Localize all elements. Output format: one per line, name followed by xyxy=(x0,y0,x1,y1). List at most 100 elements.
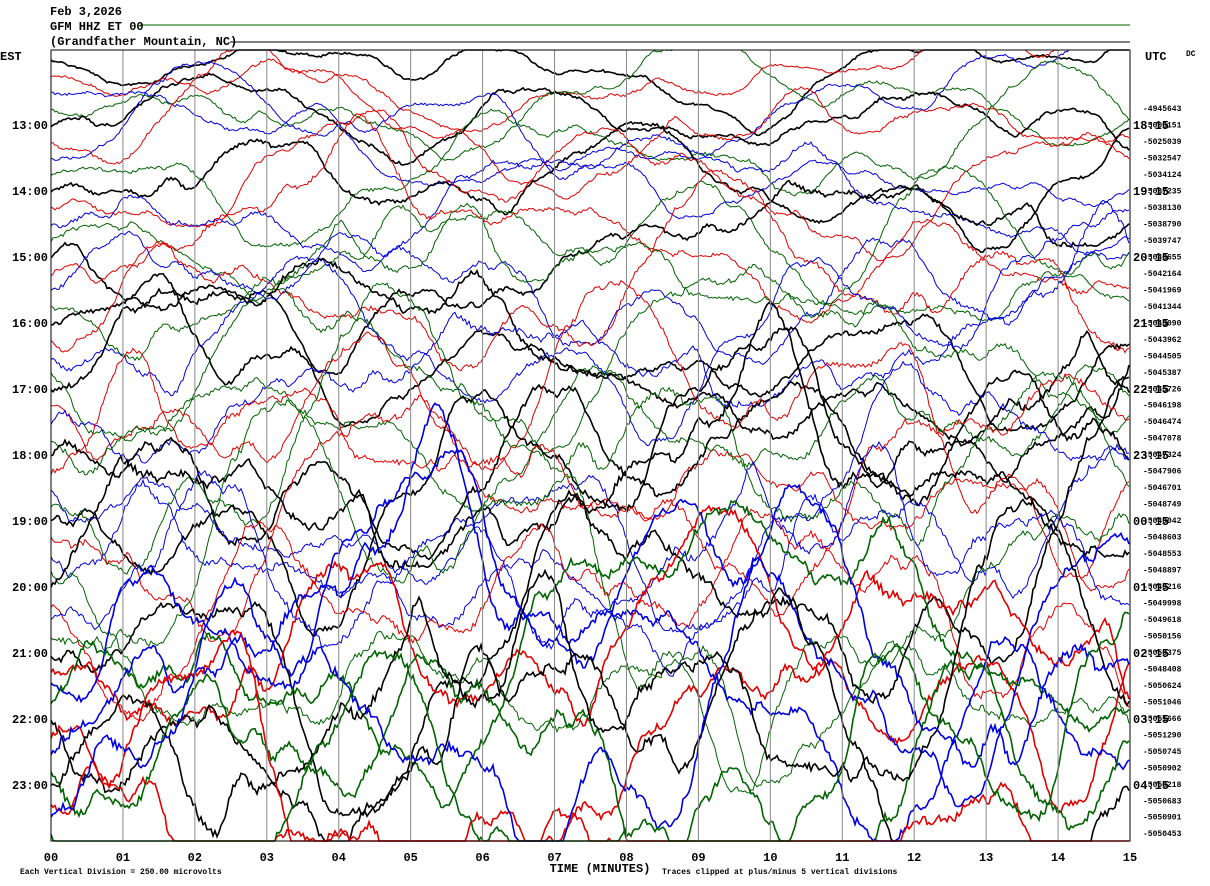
minute-label: 12 xyxy=(907,851,921,865)
left-label: EST xyxy=(0,50,22,64)
clip-note: Traces clipped at plus/minus 5 vertical … xyxy=(662,868,897,877)
est-time: 20:00 xyxy=(12,581,48,595)
trace xyxy=(50,49,1130,200)
trace xyxy=(50,329,1130,561)
dc-label: DC xyxy=(1186,50,1196,59)
minute-label: 08 xyxy=(619,851,633,865)
dc-offset: -5050902 xyxy=(1143,764,1182,773)
est-time: 17:00 xyxy=(12,383,48,397)
dc-offset: -5047906 xyxy=(1143,468,1182,477)
dc-offset: -5047324 xyxy=(1143,451,1182,460)
minute-label: 07 xyxy=(547,851,561,865)
trace xyxy=(50,508,1130,722)
trace xyxy=(50,180,1130,323)
dc-offset: -5050375 xyxy=(1143,649,1182,658)
location: (Grandfather Mountain, NC) xyxy=(50,35,237,49)
dc-offset: -5048603 xyxy=(1143,534,1182,543)
dc-offset: -4945643 xyxy=(1143,105,1182,114)
station: GFM HHZ ET 00 xyxy=(50,20,144,34)
trace xyxy=(50,399,1130,788)
trace xyxy=(50,301,1130,588)
trace xyxy=(50,499,1130,809)
utc-time: 21:15 xyxy=(1133,317,1169,331)
dc-offset: -5037235 xyxy=(1143,188,1182,197)
dc-offset: -5050683 xyxy=(1143,797,1182,806)
utc-time: 04:15 xyxy=(1133,779,1169,793)
trace xyxy=(50,375,1130,818)
est-time: 18:00 xyxy=(12,449,48,463)
trace xyxy=(50,169,1130,372)
dc-offset: -5048749 xyxy=(1143,501,1182,510)
dc-offset: -5048897 xyxy=(1143,567,1182,576)
dc-offset: -5045387 xyxy=(1143,369,1182,378)
dc-offset: -5050745 xyxy=(1143,748,1182,757)
utc-time: 20:15 xyxy=(1133,251,1169,265)
dc-offset: -5046198 xyxy=(1143,402,1182,411)
trace xyxy=(50,263,1130,454)
est-time: 22:00 xyxy=(12,713,48,727)
dc-offset: -5040655 xyxy=(1143,253,1182,262)
minute-label: 15 xyxy=(1123,851,1137,865)
trace xyxy=(50,360,1130,633)
utc-time: 23:15 xyxy=(1133,449,1169,463)
trace xyxy=(50,279,1130,592)
utc-time: 01:15 xyxy=(1133,581,1169,595)
trace xyxy=(50,364,1130,513)
est-time: 13:00 xyxy=(12,119,48,133)
dc-offset: -5047078 xyxy=(1143,435,1182,444)
minute-label: 09 xyxy=(691,851,705,865)
trace xyxy=(50,441,1130,650)
trace xyxy=(50,326,1130,638)
dc-offset: -5041969 xyxy=(1143,286,1182,295)
dc-offset: -5032547 xyxy=(1143,155,1182,164)
minute-label: 04 xyxy=(332,851,346,865)
dc-offset: -5041344 xyxy=(1143,303,1182,312)
trace xyxy=(50,109,1130,262)
minute-label: 03 xyxy=(260,851,274,865)
trace xyxy=(50,402,1130,843)
dc-offset: -5050901 xyxy=(1143,814,1182,823)
scale-note: Each Vertical Division = 250.00 microvol… xyxy=(20,868,222,877)
dc-offset: -5051290 xyxy=(1143,731,1182,740)
trace xyxy=(50,49,1130,162)
utc-time: 02:15 xyxy=(1133,647,1169,661)
trace xyxy=(50,208,1130,447)
dc-offset: -5051046 xyxy=(1143,698,1182,707)
trace xyxy=(50,653,1130,842)
dc-offset: -5051666 xyxy=(1143,715,1182,724)
est-time: 23:00 xyxy=(12,779,48,793)
dc-offset: -5043962 xyxy=(1143,336,1182,345)
grid xyxy=(122,50,1059,841)
dc-offset: -5044505 xyxy=(1143,352,1182,361)
dc-offset: -5025039 xyxy=(1143,138,1182,147)
utc-time: 19:15 xyxy=(1133,185,1169,199)
dc-offset: -5049998 xyxy=(1143,600,1182,609)
dc-offset: -5046474 xyxy=(1143,418,1182,427)
est-time: 21:00 xyxy=(12,647,48,661)
dc-offset: -5049618 xyxy=(1143,616,1182,625)
est-time: 19:00 xyxy=(12,515,48,529)
dc-offset: -5049042 xyxy=(1143,517,1182,526)
dc-offset: -5049216 xyxy=(1143,583,1182,592)
dc-offset: -5043090 xyxy=(1143,319,1182,328)
utc-time: 00:15 xyxy=(1133,515,1169,529)
trace xyxy=(50,120,1130,254)
est-time: 15:00 xyxy=(12,251,48,265)
trace xyxy=(51,49,1129,188)
minute-label: 01 xyxy=(116,851,130,865)
utc-time: 03:15 xyxy=(1133,713,1169,727)
x-title: TIME (MINUTES) xyxy=(550,862,651,876)
dc-offset: -5042164 xyxy=(1143,270,1182,279)
minute-label: 14 xyxy=(1051,851,1065,865)
dc-offset: -5038790 xyxy=(1143,220,1182,229)
trace xyxy=(50,483,1130,842)
dc-offset: -5038130 xyxy=(1143,204,1182,213)
trace xyxy=(50,512,1130,794)
trace xyxy=(50,179,1130,376)
trace xyxy=(50,282,1130,575)
dc-offset: -5050624 xyxy=(1143,682,1182,691)
dc-offset: -5006151 xyxy=(1143,122,1182,131)
minute-label: 13 xyxy=(979,851,993,865)
trace xyxy=(50,199,1130,464)
